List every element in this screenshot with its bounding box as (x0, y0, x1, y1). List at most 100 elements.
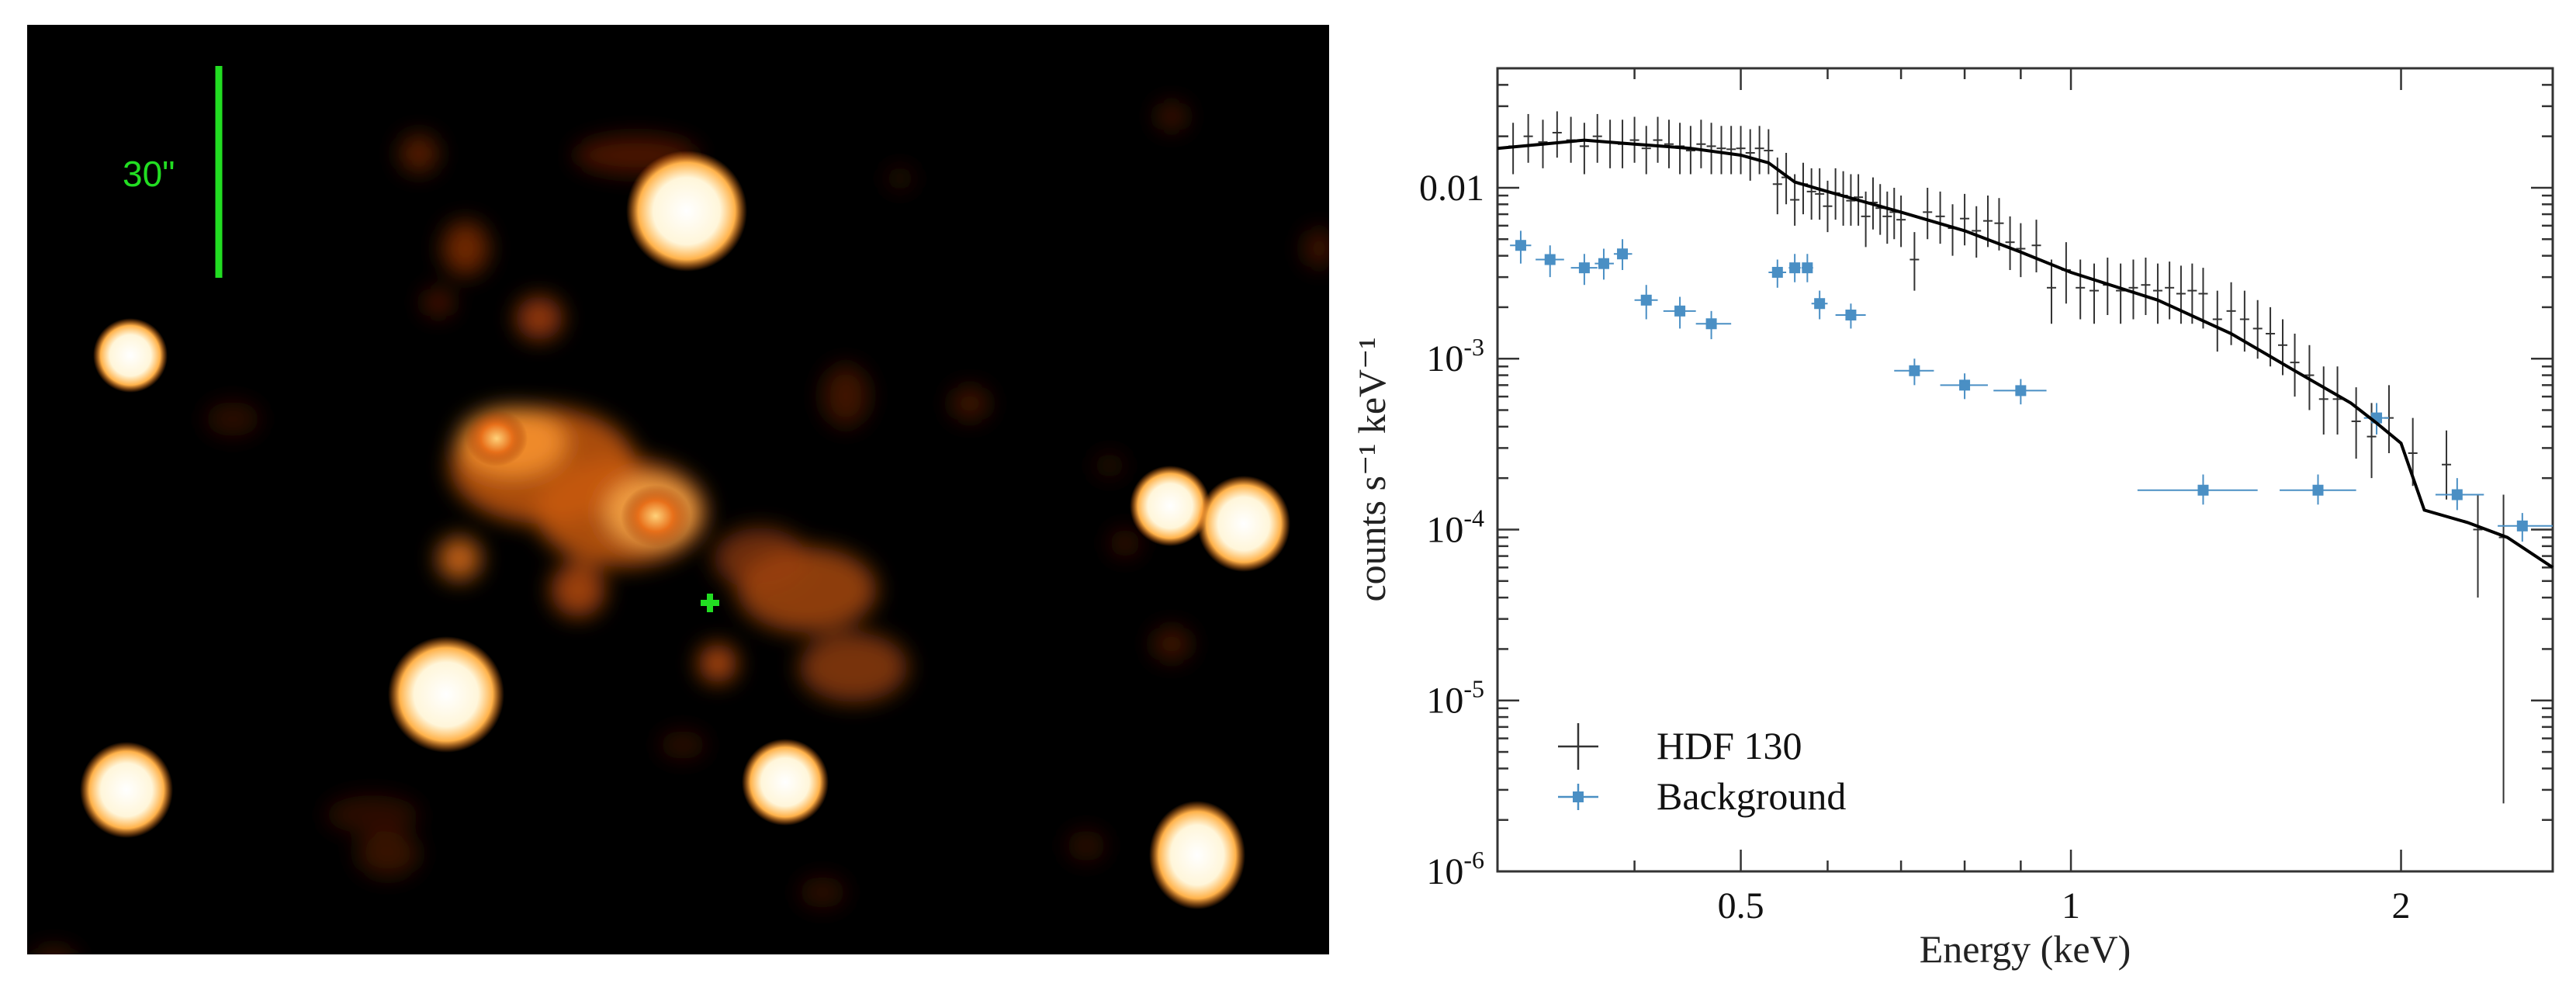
y-tick-label: 10-6 (1426, 846, 1484, 892)
hdf130-point (1889, 187, 1899, 240)
legend-marker-hdf130 (1558, 723, 1598, 770)
x-tick-label: 0.5 (1718, 885, 1764, 926)
hdf130-point (2076, 259, 2086, 320)
hdf130-point (2005, 216, 2015, 271)
data-marker (1640, 294, 1652, 306)
background-point (1894, 358, 1934, 386)
hdf130-point (1948, 204, 1958, 256)
hdf130-point (1745, 129, 1755, 181)
hdf130-point (2152, 263, 2162, 324)
background-point (2137, 474, 2258, 505)
data-marker (2197, 484, 2209, 496)
data-marker (1515, 240, 1526, 251)
data-marker (1705, 318, 1717, 330)
hdf130-point (2212, 290, 2222, 352)
data-marker (2516, 520, 2528, 532)
data-series (1497, 111, 2554, 804)
hdf130-point (2442, 430, 2452, 500)
y-tick-label: 10-3 (1426, 333, 1484, 379)
legend-label-hdf130: HDF 130 (1657, 724, 1802, 767)
hdf130-point (1736, 126, 1746, 175)
hdf130-point (2165, 261, 2175, 320)
hdf130-point (2332, 366, 2342, 435)
data-marker (2451, 489, 2463, 500)
hdf130-point (1696, 119, 1706, 168)
background-point (1536, 245, 1564, 278)
scale-bar: 30" (123, 66, 223, 278)
background-point (1811, 290, 1828, 320)
data-marker (1959, 379, 1971, 391)
background-point (1768, 259, 1787, 288)
hdf130-point (2089, 263, 2099, 324)
hdf130-point (2473, 494, 2483, 598)
hdf130-point (2176, 265, 2186, 324)
hdf130-point (2290, 334, 2300, 397)
hdf130-point (1772, 158, 1782, 215)
hdf130-point (2031, 220, 2041, 272)
hdf130-point (2116, 263, 2126, 324)
data-marker (1578, 262, 1590, 274)
hdf130-point (1664, 119, 1674, 168)
background-point (1613, 239, 1633, 271)
hdf130-point (1754, 126, 1764, 175)
data-marker (1617, 248, 1629, 260)
background-point (1663, 296, 1696, 329)
data-marker (1674, 305, 1686, 317)
hdf130-point (1960, 193, 1970, 246)
legend-label-background: Background (1657, 774, 1846, 818)
x-axis-ticks: 0.5 1 2 (1496, 68, 2411, 926)
y-tick-label: 0.01 (1419, 168, 1484, 209)
y-axis-ticks: 0.01 10-3 10-4 10-5 10-6 (1419, 67, 2553, 892)
y-tick-label: 10-4 (1426, 504, 1484, 550)
data-marker (1544, 254, 1556, 265)
hdf130-point (2498, 494, 2508, 804)
legend: HDF 130 Background (1558, 723, 1846, 818)
data-marker (1598, 258, 1609, 269)
hdf130-point (1726, 126, 1736, 175)
background-point (1510, 230, 1532, 264)
model-fit-line (1497, 138, 2554, 569)
hdf130-point (2278, 319, 2288, 376)
hdf130-point (1685, 126, 1695, 175)
hdf130-point (2384, 385, 2394, 453)
hdf130-point (1909, 232, 1920, 291)
point-sources (80, 151, 1290, 909)
hdf130-point (1592, 113, 1602, 163)
x-axis-label: Energy (keV) (1920, 927, 2131, 971)
data-marker (1845, 309, 1857, 320)
hdf130-point (2351, 387, 2361, 459)
background-point (2498, 513, 2553, 542)
x-tick-label: 1 (2062, 885, 2080, 926)
hdf130-point (2016, 223, 2026, 278)
hdf130-point (1875, 184, 1885, 235)
hdf130-point (2046, 259, 2056, 324)
hdf130-point (1923, 187, 1933, 240)
data-marker (2015, 385, 2027, 397)
data-marker (1802, 262, 1813, 274)
x-tick-label: 2 (2392, 885, 2411, 926)
plot-frame (1496, 67, 2554, 873)
hdf130-point (1798, 162, 1808, 215)
hdf130-point (1523, 113, 1533, 163)
hdf130-point (1641, 126, 1651, 175)
xray-image-panel: 30" (27, 25, 1329, 954)
background-point (1695, 310, 1732, 340)
hdf130-point (1806, 168, 1816, 220)
background-point (1993, 379, 2047, 405)
background-point (1801, 254, 1813, 282)
hdf130-point (1935, 191, 1945, 244)
diffuse-emission (34, 102, 1329, 954)
hdf130-point (1629, 116, 1639, 163)
hdf130-point (1552, 111, 1562, 158)
data-marker (1814, 298, 1826, 310)
y-axis-label: counts s⁻¹ keV⁻¹ (1350, 337, 1394, 601)
background-point (1634, 285, 1658, 320)
data-marker (2312, 484, 2324, 496)
scale-bar-label: 30" (123, 154, 175, 194)
background-point (1570, 254, 1598, 286)
legend-marker-background (1558, 784, 1598, 810)
hdf130-point (1994, 198, 2004, 251)
background-point (2435, 478, 2484, 511)
hdf130-point (2141, 258, 2151, 315)
